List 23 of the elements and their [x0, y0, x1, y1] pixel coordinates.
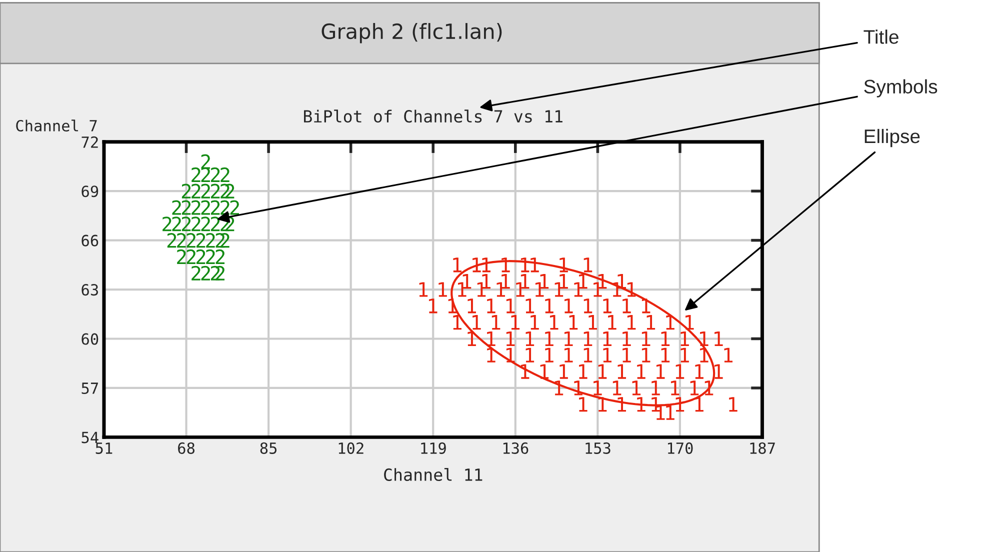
y-tick-label: 54	[82, 432, 98, 444]
y-tick-label: 57	[82, 382, 98, 394]
x-axis-title: Channel 11	[384, 468, 482, 482]
x-tick-label: 85	[260, 442, 277, 454]
y-axis-title: Channel 7	[16, 120, 97, 132]
y-tick-label: 60	[82, 333, 98, 345]
x-tick-label: 170	[668, 442, 693, 454]
x-tick-label: 136	[503, 442, 528, 454]
chart-title: BiPlot of Channels 7 vs 11	[304, 110, 562, 123]
text: Symbols	[864, 79, 938, 98]
y-tick-label: 63	[82, 284, 98, 296]
y-tick-label: 72	[82, 136, 98, 148]
text: Title	[864, 30, 898, 44]
x-tick-label: 187	[750, 442, 775, 454]
text: Ellipse	[864, 128, 920, 148]
caption: Graph 2 (flc1.lan)	[322, 23, 502, 44]
x-tick-label: 51	[96, 442, 112, 454]
y-tick-label: 66	[82, 234, 98, 246]
x-tick-label: 119	[421, 442, 446, 454]
x-tick-label: 153	[586, 442, 610, 454]
x-tick-label: 102	[338, 442, 364, 454]
y-tick-label: 69	[82, 186, 98, 198]
x-tick-label: 68	[178, 442, 194, 454]
